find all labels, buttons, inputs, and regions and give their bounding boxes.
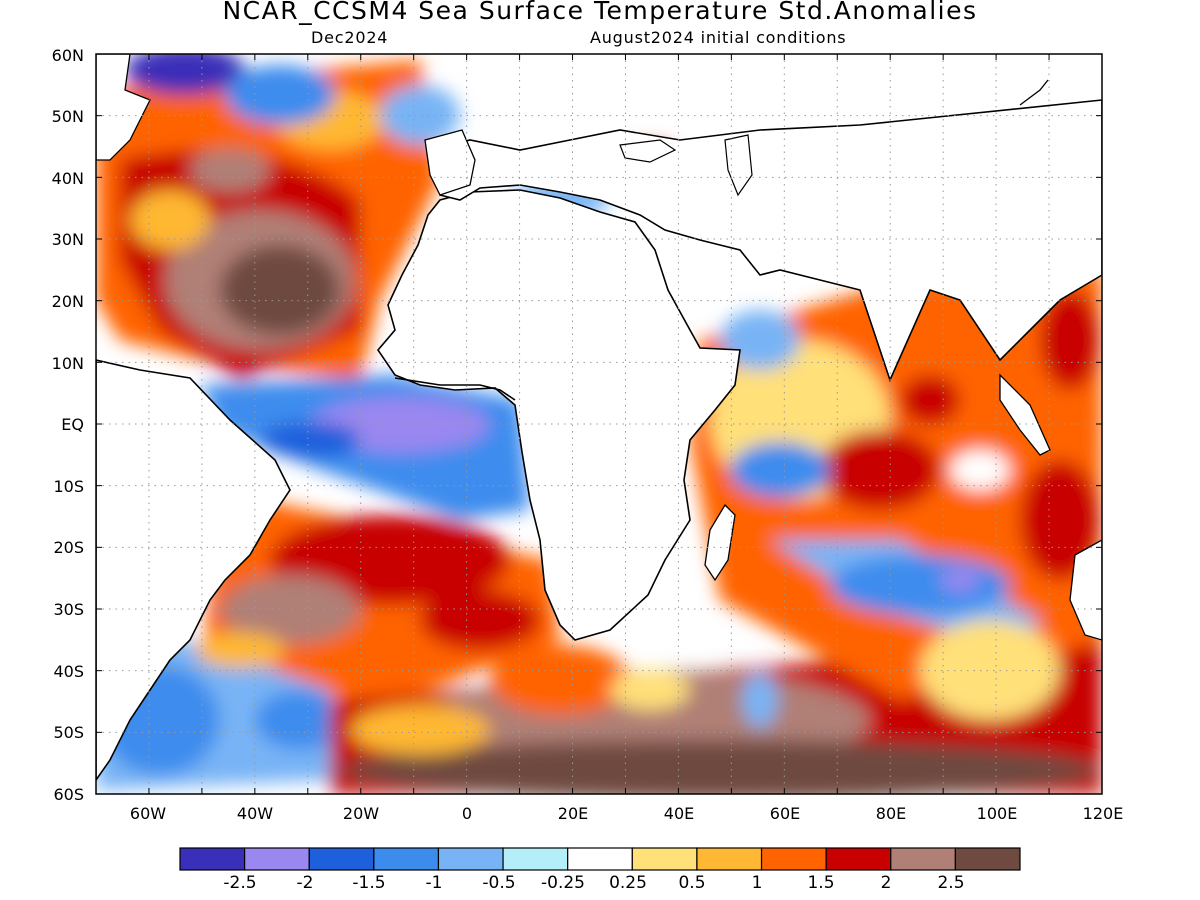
lon-label: 100E [976,804,1018,823]
lon-label: 20W [342,804,380,823]
colorbar-swatch [890,847,956,871]
lon-label: 20E [557,804,589,823]
init-conditions-label: August2024 initial conditions [590,28,847,47]
colorbar-label: -0.5 [482,873,516,893]
colorbar-label: 0.5 [678,873,706,893]
lon-label: 60W [129,804,167,823]
lat-label: 40S [53,662,84,681]
colorbar [179,847,1021,871]
sumatra-landmass [999,373,1051,456]
axis-ticks [95,53,1103,795]
lon-label: 60E [769,804,801,823]
colorbar-swatch [760,847,827,871]
colorbar-swatch [696,847,763,871]
colorbar-label: 2.5 [937,873,965,893]
lat-label: 30N [51,230,84,249]
colorbar-swatch [308,847,375,871]
colorbar-label: 2 [880,873,892,893]
colorbar-label: -1 [425,873,443,893]
colorbar-swatch [825,847,892,871]
colorbar-label: 1.5 [807,873,835,893]
lat-label: 10N [51,354,84,373]
valid-time-label: Dec2024 [311,28,389,47]
colorbar-swatch [373,847,440,871]
lat-label: 60N [51,46,84,65]
colorbar-swatch [437,847,504,871]
north-america-landmass [96,54,151,161]
lon-label: 0 [461,804,473,823]
lat-label: 60S [53,785,84,804]
colorbar-swatch [631,847,698,871]
lon-label: 40E [663,804,695,823]
arctic-coast [1019,79,1049,106]
colorbar-label: -1.5 [352,873,386,893]
lat-label: 20N [51,292,84,311]
colorbar-swatch [954,847,1021,871]
colorbar-label: 1 [751,873,763,893]
gulf-of-guinea-coast [394,377,516,401]
black-caspian-area [619,134,753,197]
lat-label: 40N [51,169,84,188]
lat-label: 20S [53,538,84,557]
lat-label: 50S [53,723,84,742]
colorbar-swatch [502,847,569,871]
lon-label: 120E [1082,804,1124,823]
lat-label: 10S [53,477,84,496]
lat-label: 30S [53,600,84,619]
madagascar-landmass [704,503,736,582]
colorbar-swatch [179,847,246,871]
colorbar-swatch [567,847,633,871]
colorbar-label: -2 [296,873,314,893]
lon-label: 40W [236,804,274,823]
lat-label: EQ [61,415,84,434]
chart-title: NCAR_CCSM4 Sea Surface Temperature Std.A… [222,0,978,25]
colorbar-label: 0.25 [609,873,647,893]
colorbar-label: -0.25 [541,873,585,893]
australia-landmass [1069,539,1102,641]
africa-landmass [376,189,741,641]
colorbar-label: -2.5 [223,873,257,893]
lon-label: 80E [875,804,907,823]
iberia-landmass [424,129,476,196]
south-america-landmass [96,359,291,782]
lat-label: 50N [51,107,84,126]
eurasia-landmass [429,99,1102,383]
sst-anomaly-field [96,54,1102,794]
colorbar-swatch [244,847,310,871]
